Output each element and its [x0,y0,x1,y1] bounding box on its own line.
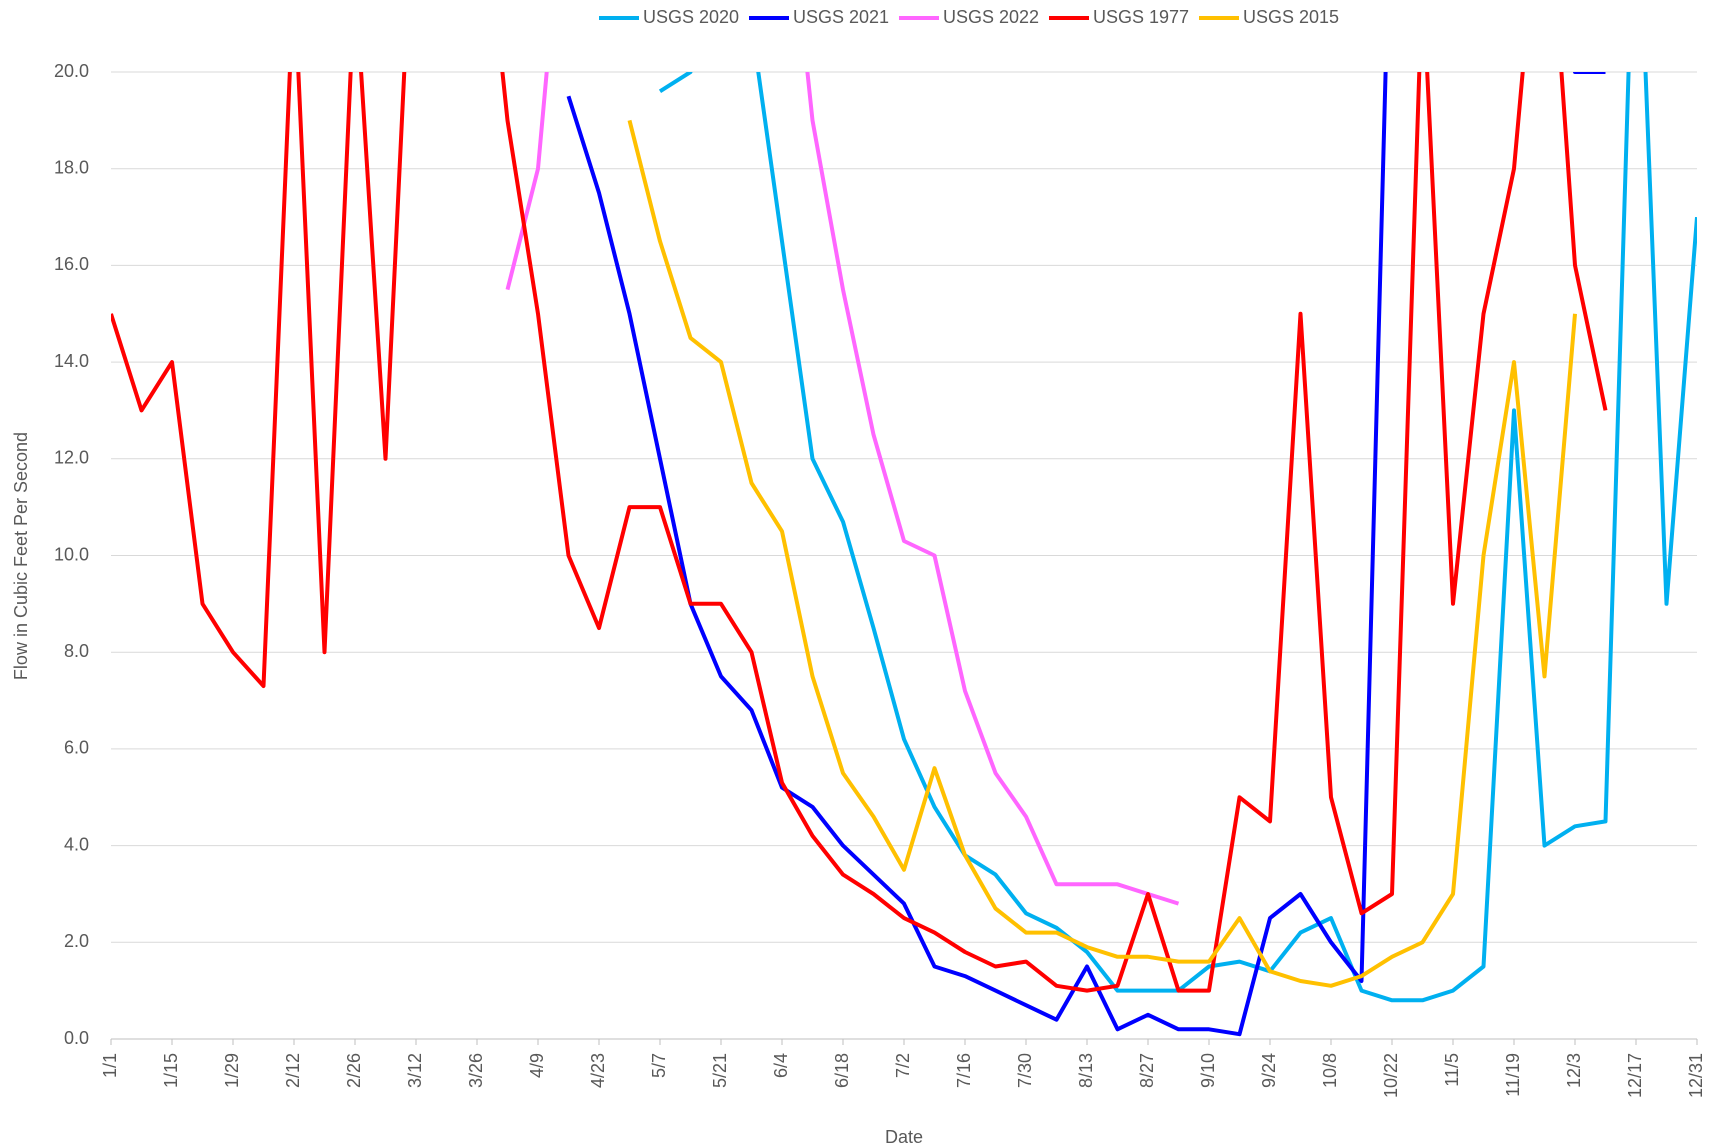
x-tick-label: 12/3 [1564,1053,1584,1088]
y-tick-label: 6.0 [64,738,89,758]
x-tick-label: 6/4 [771,1053,791,1078]
x-tick-label: 9/10 [1198,1053,1218,1088]
x-tick-label: 2/26 [344,1053,364,1088]
x-tick-label: 5/7 [649,1053,669,1078]
x-tick-label: 8/13 [1076,1053,1096,1088]
legend-label: USGS 1977 [1093,7,1189,27]
x-tick-label: 4/23 [588,1053,608,1088]
y-tick-label: 14.0 [54,351,89,371]
x-tick-label: 1/1 [100,1053,120,1078]
series-line [505,72,1180,906]
legend-label: USGS 2015 [1243,7,1339,27]
x-tick-label: 7/16 [954,1053,974,1088]
x-tick-label: 5/21 [710,1053,730,1088]
series-line [111,72,1608,993]
plot-area [111,72,1697,1037]
x-tick-label: 9/24 [1259,1053,1279,1088]
x-tick-label: 11/19 [1503,1053,1523,1097]
y-tick-label: 2.0 [64,931,89,951]
x-tick-label: 6/18 [832,1053,852,1088]
x-axis-title: Date [885,1127,923,1147]
y-tick-label: 20.0 [54,61,89,81]
y-tick-label: 16.0 [54,254,89,274]
x-tick-label: 10/22 [1381,1053,1401,1098]
y-tick-label: 18.0 [54,157,89,177]
x-tick-label: 1/29 [222,1053,242,1088]
x-tick-label: 12/31 [1686,1053,1706,1098]
legend-label: USGS 2021 [793,7,889,27]
x-tick-label: 7/2 [893,1053,913,1078]
series-line [566,72,1606,1037]
y-tick-label: 4.0 [64,834,89,854]
legend-label: USGS 2022 [943,7,1039,27]
x-tick-label: 4/9 [527,1053,547,1078]
series-line [658,72,1697,1003]
x-tick-label: 8/27 [1137,1053,1157,1088]
y-tick-label: 0.0 [64,1028,89,1048]
x-tick-label: 12/17 [1625,1053,1645,1098]
series-line [627,119,1577,988]
x-tick-label: 2/12 [283,1053,303,1088]
x-tick-label: 7/30 [1015,1053,1035,1088]
x-tick-label: 1/15 [161,1053,181,1088]
x-tick-label: 10/8 [1320,1053,1340,1088]
y-tick-label: 12.0 [54,448,89,468]
legend-label: USGS 2020 [643,7,739,27]
y-tick-label: 8.0 [64,641,89,661]
y-tick-label: 10.0 [54,544,89,564]
x-tick-label: 11/5 [1442,1053,1462,1087]
x-tick-label: 3/12 [405,1053,425,1088]
x-tick-label: 3/26 [466,1053,486,1088]
y-axis-title: Flow in Cubic Feet Per Second [11,432,31,680]
